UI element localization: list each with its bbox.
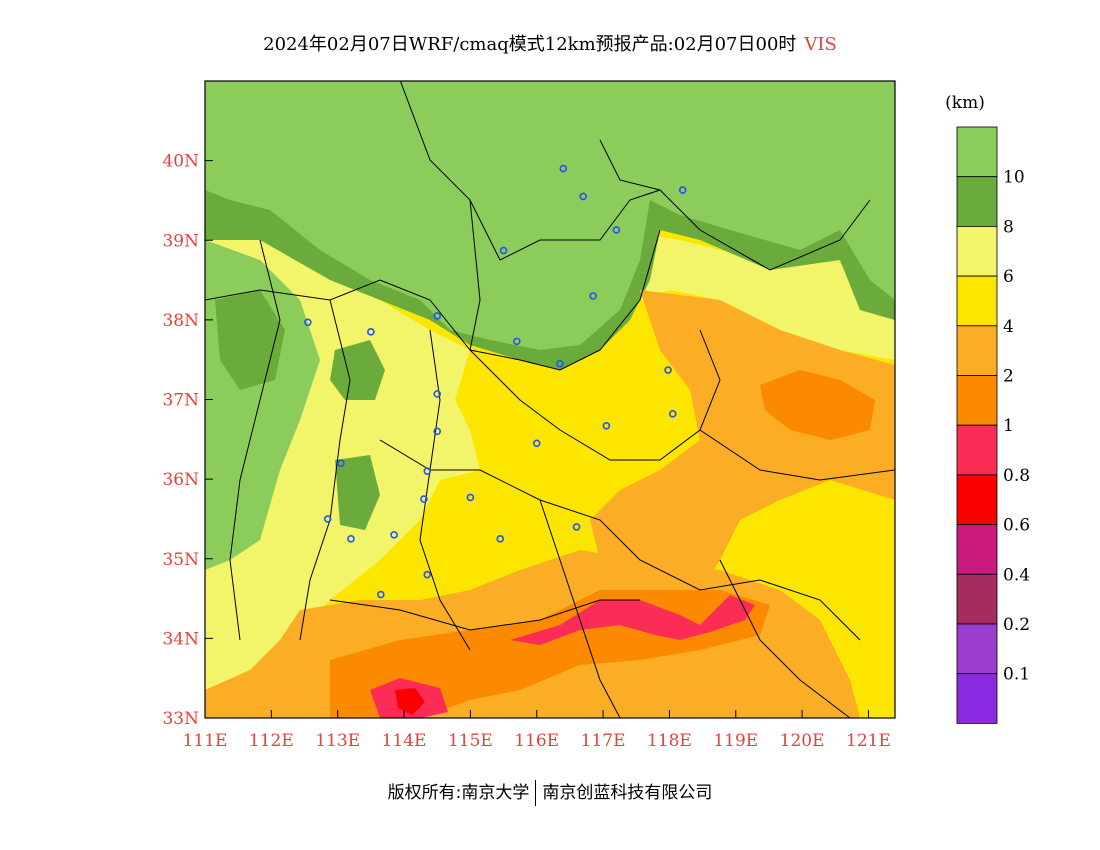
- lon-tick-label: 118E: [647, 731, 692, 751]
- legend: (km) 10 8 6 4 2 1 0.8 0.6 0.4 0.2 0.1: [945, 93, 1030, 724]
- legend-label: 10: [1003, 168, 1025, 188]
- city-marker: [423, 570, 432, 579]
- lat-tick-label: 33N: [162, 709, 199, 729]
- legend-unit: (km): [945, 93, 985, 113]
- city-marker: [420, 495, 428, 503]
- lat-tick-label: 39N: [162, 231, 199, 251]
- field-8km-taihang: [330, 340, 385, 530]
- lon-tick-label: 116E: [514, 731, 559, 751]
- legend-label: 0.6: [1003, 516, 1030, 536]
- city-marker: [466, 493, 475, 502]
- lat-tick-label: 40N: [162, 152, 199, 172]
- city-marker: [668, 410, 677, 418]
- city-marker: [559, 164, 568, 173]
- city-marker: [602, 421, 611, 430]
- city-marker: [433, 427, 442, 436]
- legend-swatch: [956, 275, 998, 327]
- city-marker: [433, 312, 442, 320]
- city-marker: [323, 515, 332, 523]
- legend-swatch: [956, 673, 998, 724]
- legend-swatch: [956, 176, 998, 227]
- city-marker: [499, 246, 508, 255]
- lon-tick-label: 119E: [713, 731, 758, 751]
- map-field: [205, 81, 895, 718]
- city-marker: [513, 337, 521, 346]
- lon-tick-label: 111E: [183, 731, 228, 751]
- city-marker: [390, 531, 398, 539]
- lat-tick-label: 36N: [162, 470, 199, 490]
- city-marker: [423, 467, 432, 475]
- city-marker: [678, 186, 687, 194]
- legend-swatch: [956, 375, 998, 426]
- copyright-company: 南京创蓝科技有限公司: [542, 783, 713, 803]
- variable-label: VIS: [804, 34, 837, 55]
- city-marker: [337, 459, 345, 468]
- city-marker: [377, 590, 385, 599]
- legend-swatch: [956, 573, 998, 625]
- footer: 版权所有:南京大学 南京创蓝科技有限公司: [0, 778, 1100, 806]
- city-marker: [572, 523, 581, 531]
- legend-swatch: [956, 325, 998, 376]
- copyright-owner: 版权所有:南京大学: [387, 783, 530, 803]
- city-marker: [304, 318, 312, 327]
- field-1km-east: [760, 370, 875, 440]
- footer-separator: [535, 780, 537, 806]
- legend-swatch: [956, 474, 998, 525]
- map-title: 2024年02月07日WRF/cmaq模式12km预报产品:02月07日00时 V…: [0, 30, 1100, 56]
- city-marker: [612, 226, 621, 234]
- legend-label: 1: [1003, 416, 1014, 436]
- legend-swatch: [956, 225, 998, 277]
- legend-label: 0.1: [1003, 665, 1030, 685]
- legend-label: 6: [1003, 267, 1014, 287]
- legend-swatch: [956, 424, 998, 476]
- legend-label: 0.4: [1003, 565, 1030, 585]
- lon-tick-label: 115E: [448, 731, 493, 751]
- field-6km-east: [620, 230, 895, 360]
- lon-tick-label: 113E: [315, 731, 360, 751]
- lat-tick-label: 37N: [162, 391, 199, 411]
- field-8km-west-patch: [215, 290, 285, 390]
- lat-tick-label: 38N: [162, 311, 199, 331]
- lon-tick-label: 117E: [581, 731, 626, 751]
- lon-tick-label: 121E: [846, 731, 891, 751]
- city-marker: [532, 439, 541, 448]
- lon-tick-label: 120E: [780, 731, 825, 751]
- legend-swatch: [956, 126, 998, 178]
- lon-tick-label: 114E: [382, 731, 427, 751]
- city-marker: [664, 366, 672, 374]
- lat-tick-label: 35N: [162, 550, 199, 570]
- lat-tick-label: 34N: [162, 629, 199, 649]
- legend-label: 8: [1003, 217, 1014, 237]
- field-2km-east: [590, 290, 895, 590]
- city-marker: [347, 535, 355, 543]
- legend-label: 4: [1003, 317, 1014, 337]
- field-08km-band: [510, 595, 755, 645]
- lon-axis: 111E 112E 113E 114E 115E 116E 117E 118E 119E 120E…: [183, 710, 891, 751]
- lat-axis: 33N 34N 35N 36N 37N 38N 39N 40N: [162, 152, 213, 729]
- city-marker: [433, 390, 442, 398]
- title-text: 2024年02月07日WRF/cmaq模式12km预报产品:02月07日00时: [263, 34, 797, 55]
- city-marker: [579, 192, 587, 201]
- city-marker: [589, 292, 597, 300]
- city-marker: [367, 328, 375, 336]
- legend-swatch: [956, 524, 998, 575]
- lon-tick-label: 112E: [249, 731, 294, 751]
- legend-label: 0.2: [1003, 615, 1030, 635]
- field-10km-north: [205, 81, 895, 350]
- city-marker: [496, 535, 505, 543]
- field-06km-core: [395, 688, 425, 715]
- city-markers: [304, 164, 687, 599]
- legend-swatch: [956, 623, 998, 675]
- legend-label: 2: [1003, 367, 1014, 387]
- legend-label: 0.8: [1003, 466, 1030, 486]
- city-marker: [556, 359, 564, 368]
